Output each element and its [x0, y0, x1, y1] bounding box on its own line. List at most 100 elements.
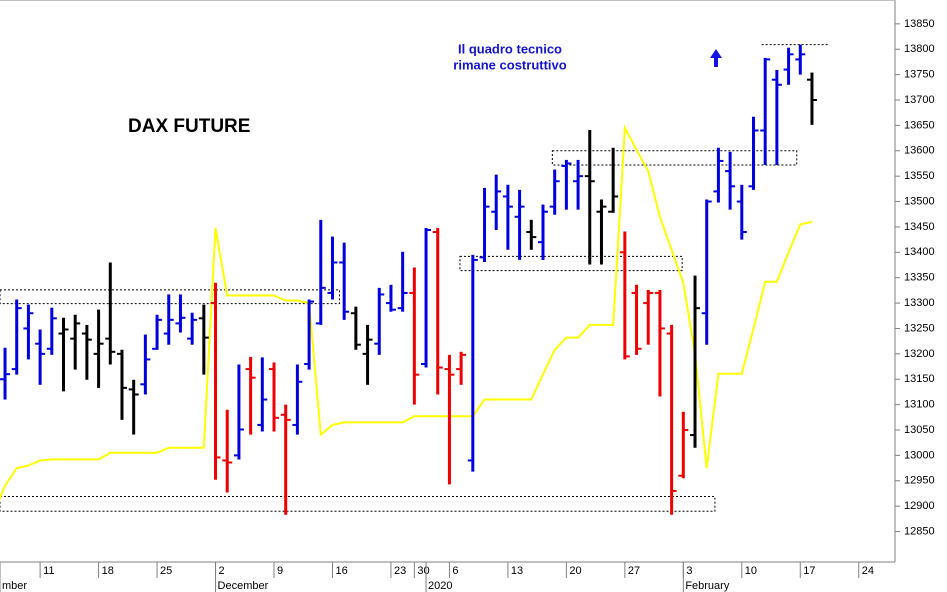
ohlc-bar	[444, 354, 455, 485]
ohlc-bar	[58, 317, 69, 392]
ohlc-bar	[631, 284, 642, 355]
x-tick-label: 3	[686, 565, 692, 577]
level-zone	[0, 496, 716, 512]
level-zone	[0, 289, 340, 305]
month-label: February	[685, 580, 730, 592]
ohlc-bar	[339, 242, 350, 320]
ohlc-bar	[0, 347, 11, 400]
y-tick-label: 13500	[904, 195, 935, 207]
ohlc-bar	[257, 357, 268, 432]
ohlc-bar	[105, 262, 116, 365]
ohlc-bar	[93, 309, 104, 388]
y-tick-label: 13350	[904, 272, 935, 284]
x-tick-label: 30	[417, 565, 429, 577]
ohlc-bar	[795, 44, 806, 75]
y-tick-label: 13250	[904, 322, 935, 334]
ohlc-bar	[421, 227, 432, 368]
x-tick-label: 23	[394, 565, 406, 577]
ohlc-bar	[713, 147, 724, 203]
up-arrow-icon	[710, 49, 722, 67]
ohlc-bar	[152, 314, 163, 350]
x-tick-label: 27	[628, 565, 640, 577]
ohlc-bar	[350, 306, 361, 350]
ohlc-bar	[584, 129, 595, 265]
ohlc-bar	[526, 219, 537, 250]
ohlc-bar	[596, 199, 607, 265]
ohlc-bar	[432, 227, 443, 395]
ohlc-bar	[46, 307, 57, 355]
y-tick-label: 13450	[904, 221, 935, 233]
ohlc-bar	[479, 187, 490, 262]
y-tick-label: 12900	[904, 500, 935, 512]
ohlc-bar	[233, 364, 244, 460]
y-tick-label: 13850	[904, 18, 935, 30]
month-label: 2020	[428, 580, 452, 592]
ohlc-bar	[35, 329, 46, 385]
x-tick-label: 18	[102, 565, 114, 577]
y-tick-label: 13400	[904, 246, 935, 258]
ohlc-bar	[725, 151, 736, 210]
ohlc-bar	[269, 362, 280, 432]
y-tick-label: 13550	[904, 170, 935, 182]
ohlc-bar	[491, 174, 502, 230]
ohlc-bar	[385, 284, 396, 312]
ohlc-bar	[736, 184, 747, 240]
ohlc-bar	[549, 169, 560, 215]
ohlc-bar	[573, 159, 584, 210]
y-tick-label: 12850	[904, 525, 935, 537]
ohlc-bar	[304, 299, 315, 370]
ohlc-bar	[198, 304, 209, 375]
level-zone	[551, 150, 798, 166]
y-tick-label: 13100	[904, 399, 935, 411]
ohlc-bar	[187, 312, 198, 345]
x-tick-label: 24	[862, 565, 874, 577]
annotation: rimane costruttivo	[453, 57, 566, 72]
ohlc-bar	[561, 159, 572, 210]
y-tick-label: 13050	[904, 424, 935, 436]
ohlc-bar	[409, 267, 420, 405]
chart-title: DAX FUTURE	[128, 116, 250, 137]
ohlc-bar	[222, 409, 233, 493]
x-tick-label: 20	[569, 565, 581, 577]
ohlc-bar	[327, 236, 338, 300]
ohlc-bar	[537, 204, 548, 260]
ohlc-bar	[806, 72, 817, 125]
ohlc-bar	[748, 116, 759, 190]
ohlc-bar	[643, 289, 654, 345]
y-tick-label: 13700	[904, 94, 935, 106]
ohlc-bar	[690, 275, 701, 448]
x-tick-label: 13	[511, 565, 523, 577]
ohlc-bar	[175, 294, 186, 333]
y-tick-label: 13750	[904, 69, 935, 81]
ohlc-bar	[362, 324, 373, 385]
ohlc-bar	[456, 351, 467, 385]
ohlc-bar	[116, 349, 127, 420]
ohlc-bar	[467, 254, 478, 472]
y-tick-label: 13650	[904, 119, 935, 131]
ohlc-bar	[128, 379, 139, 435]
ohlc-bar	[397, 251, 408, 312]
ohlc-bar	[514, 189, 525, 260]
ohlc-bar	[210, 282, 221, 480]
ohlc-bar	[23, 304, 34, 360]
x-tick-label: 9	[277, 565, 283, 577]
y-tick-label: 12950	[904, 475, 935, 487]
x-tick-label: 11	[43, 565, 54, 577]
ohlc-bar	[374, 287, 385, 355]
ohlc-bar	[81, 324, 92, 380]
ohlc-bar	[678, 411, 689, 479]
ohlc-bar	[315, 219, 326, 325]
month-label: December	[218, 580, 269, 592]
indicator-line	[0, 124, 813, 501]
ohlc-bar	[783, 47, 794, 85]
ohlc-bar	[666, 324, 677, 515]
ohlc-bar	[760, 57, 771, 165]
y-tick-label: 13150	[904, 373, 935, 385]
ohlc-bar	[280, 404, 291, 515]
ohlc-bar	[292, 364, 303, 435]
level-zone	[459, 255, 683, 272]
y-tick-label: 13800	[904, 43, 935, 55]
plot-area	[0, 44, 817, 515]
y-tick-label: 13000	[904, 449, 935, 461]
